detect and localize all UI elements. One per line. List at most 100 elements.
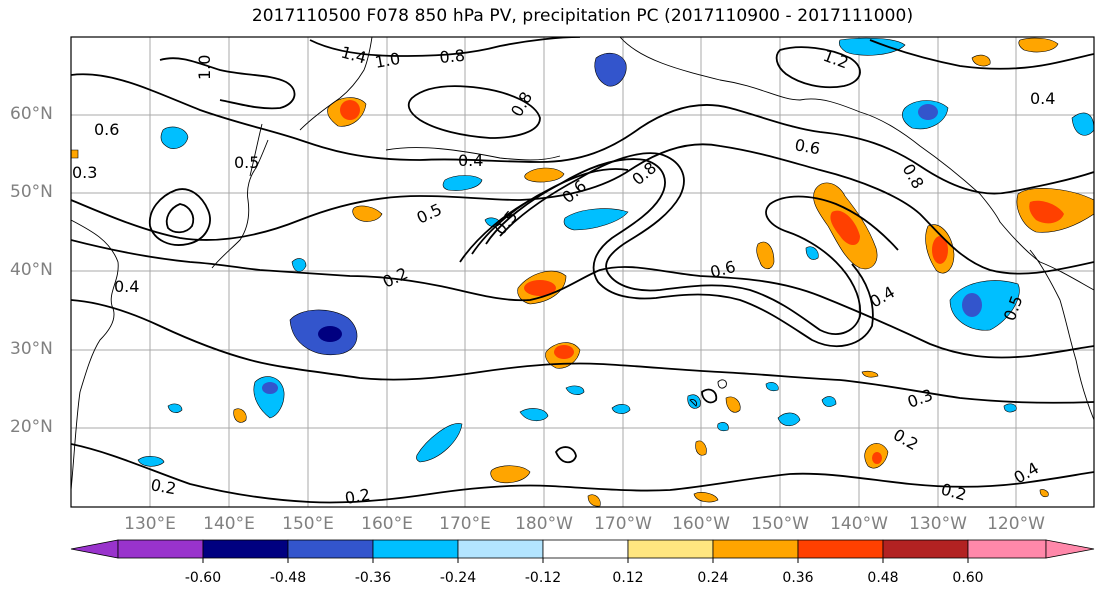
precip-blob [524, 280, 556, 296]
colorbar-tick-label: -0.12 [524, 570, 562, 586]
pv-contour-label: 0.4 [114, 277, 139, 296]
lon-label-140e: 140°E [203, 514, 255, 534]
precip-blob [262, 382, 278, 394]
lat-label-60n: 60°N [10, 104, 53, 124]
pv-contour [71, 443, 1094, 504]
pv-contour [71, 143, 1094, 275]
lon-label-150w: 150°W [751, 514, 809, 534]
lat-label-30n: 30°N [10, 339, 53, 359]
lon-label-180w: 180°W [515, 514, 573, 534]
colorbar-tick-label: 0.36 [782, 570, 814, 586]
colorbar-tick-label: -0.60 [184, 570, 222, 586]
lon-label-130e: 130°E [124, 514, 176, 534]
colorbar-bin [797, 539, 884, 559]
pv-contour-label: 0.2 [149, 475, 177, 498]
pv-contour [869, 39, 1094, 70]
pv-contour [71, 239, 1094, 359]
precip-blob [416, 423, 463, 463]
precip-blob [932, 236, 948, 264]
pv-contour [159, 57, 296, 110]
pv-contour [499, 152, 899, 335]
colorbar-tick-label: 0.60 [952, 570, 984, 586]
precip-blob [777, 412, 801, 427]
lon-label-140w: 140°W [830, 514, 888, 534]
colorbar-tick-label: 0.48 [867, 570, 899, 586]
colorbar-tick-label: 0.24 [697, 570, 729, 586]
precip-blob [519, 408, 549, 422]
colorbar [70, 539, 1095, 559]
pv-contour [485, 158, 874, 348]
precip-blob [821, 396, 837, 407]
pv-contours [71, 37, 1094, 504]
pv-contour [554, 446, 577, 464]
pv-contour [309, 37, 581, 57]
colorbar-bin [627, 539, 714, 559]
pv-contour [165, 203, 195, 234]
pv-contour-label: 0.8 [439, 46, 466, 67]
precip-blob [693, 492, 719, 503]
pv-contour [71, 73, 1094, 195]
pv-contour [701, 388, 718, 404]
pv-contour [459, 195, 539, 263]
precip-blob [717, 422, 729, 432]
precip-blob [725, 396, 741, 413]
precip-blob [1018, 37, 1059, 53]
coastline-japan [211, 139, 269, 269]
precip-blob [137, 456, 165, 467]
map-title: 2017110500 F078 850 hPa PV, precipitatio… [251, 6, 914, 26]
precip-blob [340, 100, 360, 120]
lon-label-130w: 130°W [909, 514, 967, 534]
precip-blob [611, 404, 631, 414]
coastline-aleutians [385, 147, 561, 161]
colorbar-high-extend [1045, 539, 1095, 559]
precip-blob [587, 494, 601, 507]
precip-blob [71, 149, 79, 159]
pv-contour [71, 299, 1094, 404]
coastline-asia [71, 219, 119, 491]
colorbar-bin [202, 539, 289, 559]
precip-blob [563, 208, 629, 231]
colorbar-bin [287, 539, 374, 559]
precip-blob [352, 205, 383, 222]
pv-contour [471, 168, 629, 255]
lat-label-50n: 50°N [10, 182, 53, 202]
colorbar-bin [117, 539, 204, 559]
pv-contour-label: 0.5 [234, 153, 259, 172]
pv-contour [407, 85, 541, 139]
pv-contour-label: 0.4 [1030, 89, 1055, 108]
precip-blob [756, 241, 775, 270]
colorbar-bin [967, 539, 1047, 559]
precip-blob [830, 210, 860, 245]
colorbar-bin [542, 539, 629, 559]
precip-blob [962, 293, 982, 317]
lon-label-160e: 160°E [361, 514, 413, 534]
lat-label-20n: 20°N [10, 417, 53, 437]
lon-label-170e: 170°E [439, 514, 491, 534]
pv-contour-label: 0.4 [458, 151, 483, 170]
map-frame [70, 36, 1095, 508]
precip-blob [971, 54, 991, 67]
precip-blob [805, 246, 819, 260]
pv-contour-label: 0.6 [94, 120, 119, 139]
precip-blob [918, 104, 938, 120]
lon-label-150e: 150°E [282, 514, 334, 534]
pv-contour-label: 1.0 [195, 55, 214, 80]
pv-contour-label: 1.0 [373, 49, 401, 72]
precip-blob [765, 382, 779, 392]
pv-contour-label: 0.3 [72, 163, 97, 182]
colorbar-tickmarks [202, 558, 969, 563]
precip-blob [233, 408, 247, 423]
pv-contour-label: 0.2 [343, 485, 371, 508]
coastlines [71, 37, 1094, 491]
colorbar-tick-label: -0.36 [354, 570, 392, 586]
precip-blob [1071, 112, 1094, 136]
precip-blob [872, 452, 882, 464]
lon-label-170w: 170°W [594, 514, 652, 534]
pv-contour-label: 0.6 [793, 135, 821, 158]
precip-blob [167, 403, 183, 413]
precip-blob [949, 280, 1020, 331]
coastline-hawaii [689, 379, 727, 407]
precip-blob [318, 326, 342, 342]
colorbar-bin [712, 539, 799, 559]
